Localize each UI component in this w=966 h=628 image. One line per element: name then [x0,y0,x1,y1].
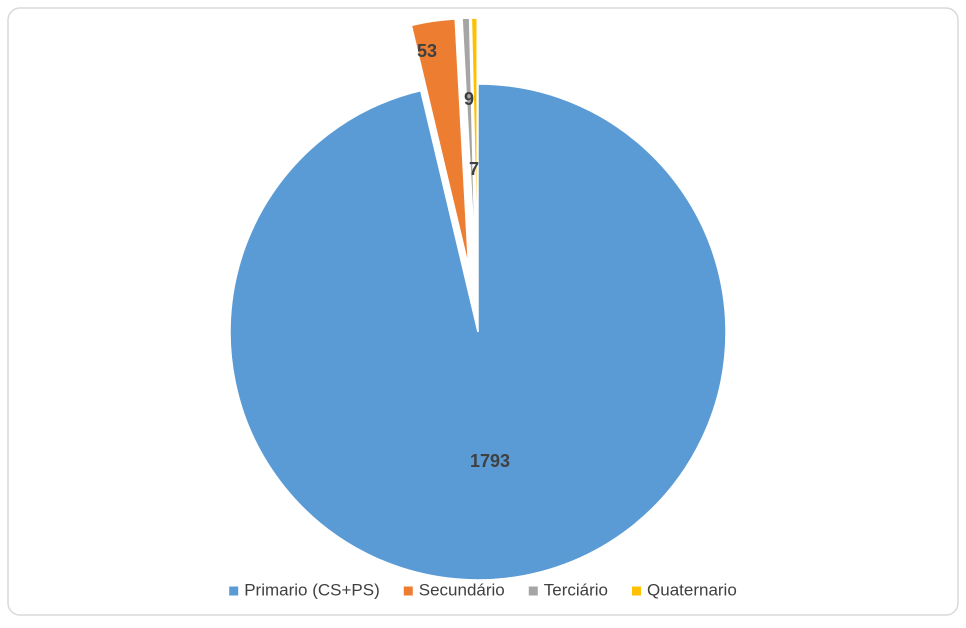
pie-slice [470,17,478,267]
data-label: 1793 [470,451,510,471]
legend-label: Quaternario [647,580,737,599]
data-label: 7 [469,159,479,179]
pie-slice [461,17,477,267]
legend-label: Secundário [419,580,505,599]
pie-slice [229,83,727,581]
data-label: 9 [464,89,474,109]
legend-swatch [229,586,239,596]
pie-slice [410,18,470,267]
legend-swatch [528,586,538,596]
legend-label: Terciário [544,580,608,599]
legend-swatch [632,586,642,596]
data-label: 53 [417,41,437,61]
legend-label: Primario (CS+PS) [244,580,380,599]
legend-swatch [403,586,413,596]
